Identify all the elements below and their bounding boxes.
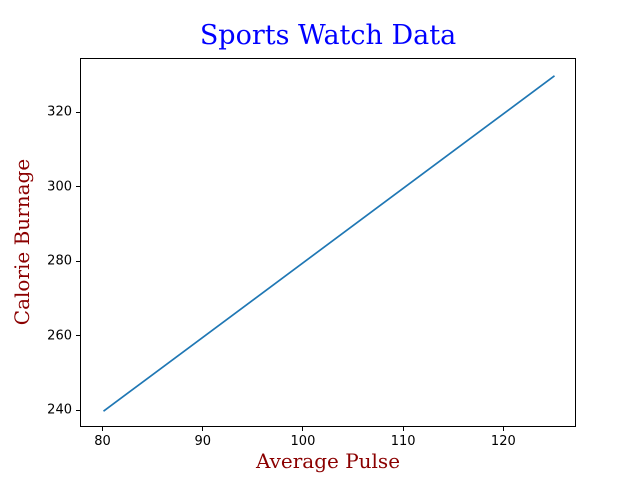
x-tick-label: 80 (94, 434, 111, 449)
y-tick-label: 300 (47, 179, 72, 195)
x-tick-label: 110 (390, 434, 416, 449)
x-tick-mark (402, 427, 404, 431)
y-tick-mark (76, 111, 80, 113)
x-tick-label: 120 (490, 434, 516, 449)
x-tick-mark (302, 427, 304, 431)
y-tick-mark (76, 335, 80, 337)
data-line (102, 75, 556, 412)
x-tick-mark (202, 427, 204, 431)
x-axis-label: Average Pulse (255, 449, 401, 473)
y-axis-label: Calorie Burnage (10, 158, 34, 326)
y-tick-label: 240 (47, 402, 72, 418)
y-tick-label: 320 (47, 104, 72, 120)
x-tick-label: 90 (194, 434, 212, 449)
x-tick-label: 100 (290, 434, 316, 449)
chart-title: Sports Watch Data (199, 20, 457, 51)
y-tick-mark (76, 186, 80, 188)
y-tick-mark (76, 260, 80, 262)
x-tick-mark (102, 427, 104, 431)
y-tick-label: 280 (47, 253, 72, 269)
line-series-svg (102, 75, 556, 412)
x-tick-mark (502, 427, 504, 431)
y-tick-label: 260 (47, 328, 72, 344)
plot-area (80, 58, 576, 427)
y-tick-mark (76, 409, 80, 411)
